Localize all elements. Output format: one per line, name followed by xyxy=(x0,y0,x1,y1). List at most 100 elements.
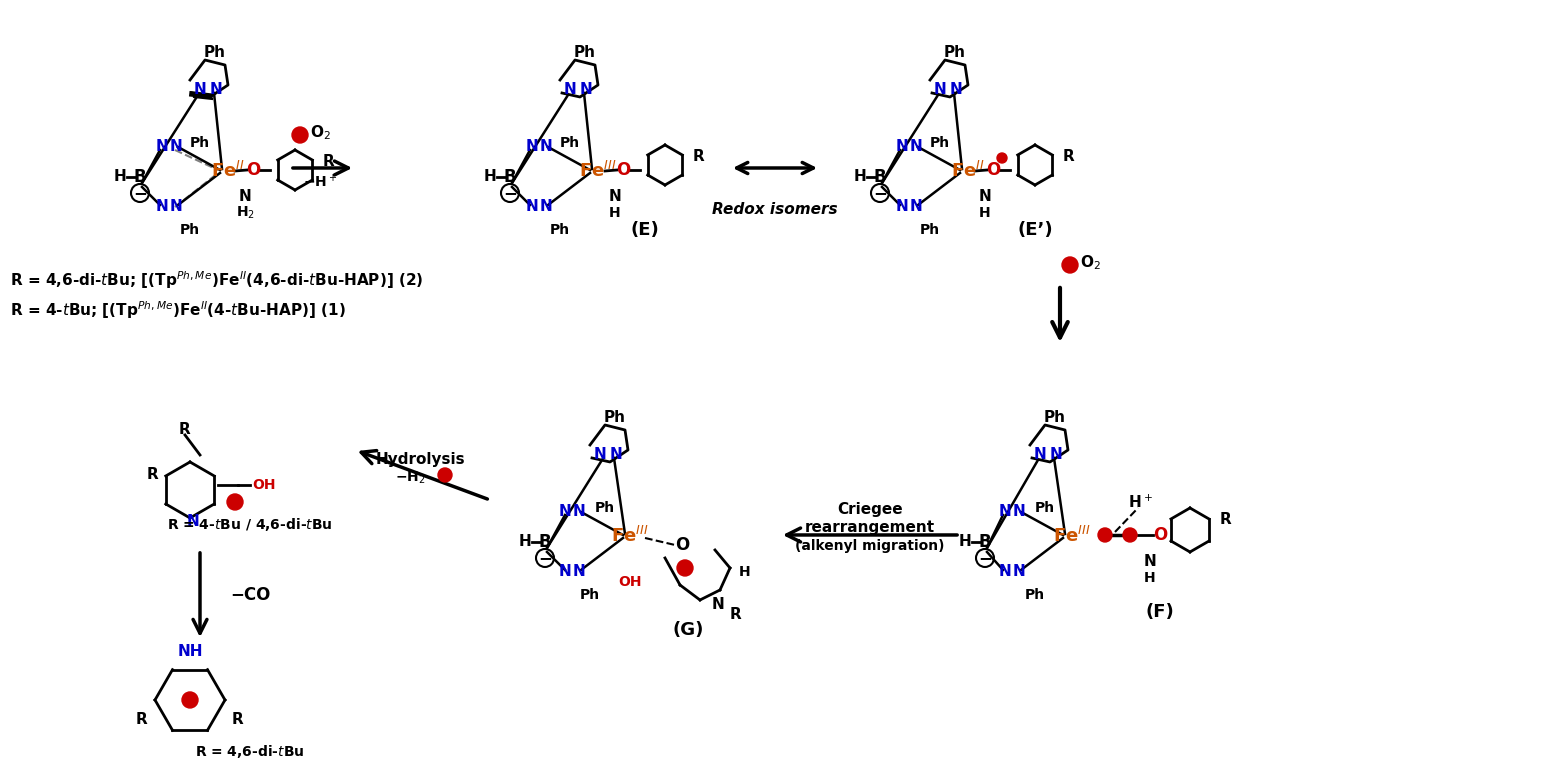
Text: −: − xyxy=(978,549,992,567)
Text: Fe$^{III}$: Fe$^{III}$ xyxy=(579,161,616,181)
Text: (E’): (E’) xyxy=(1017,221,1053,239)
Text: N: N xyxy=(558,565,571,579)
Text: Ph: Ph xyxy=(1045,410,1067,426)
Text: −: − xyxy=(133,184,147,202)
Text: N: N xyxy=(999,504,1012,520)
Text: R: R xyxy=(324,154,335,169)
Text: N: N xyxy=(540,199,552,214)
Circle shape xyxy=(438,468,452,482)
Text: B: B xyxy=(979,533,992,551)
Text: NH: NH xyxy=(177,645,203,659)
Text: Fe$^{II}$: Fe$^{II}$ xyxy=(951,161,985,181)
Text: N: N xyxy=(594,447,607,462)
Text: Ph: Ph xyxy=(1024,588,1045,602)
Text: (alkenyl migration): (alkenyl migration) xyxy=(795,539,945,553)
Text: H: H xyxy=(610,206,621,220)
Circle shape xyxy=(996,153,1007,163)
Text: N: N xyxy=(194,82,206,98)
Text: N: N xyxy=(896,140,909,154)
Text: N: N xyxy=(896,199,909,214)
Text: −H$_2$: −H$_2$ xyxy=(394,470,425,486)
Circle shape xyxy=(677,560,693,576)
Text: Ph: Ph xyxy=(1035,501,1056,515)
Text: −H$^+$: −H$^+$ xyxy=(303,173,338,191)
Text: R: R xyxy=(1220,513,1232,527)
Text: N: N xyxy=(239,189,252,204)
Text: Ph: Ph xyxy=(920,223,940,237)
Text: R = 4-$t$Bu; [(Tp$^{Ph,Me}$)Fe$^{II}$(4-$t$Bu-HAP)] (1): R = 4-$t$Bu; [(Tp$^{Ph,Me}$)Fe$^{II}$(4-… xyxy=(9,299,346,320)
Text: R: R xyxy=(136,713,149,727)
Text: B: B xyxy=(874,168,887,186)
Text: R = 4,6-di-$t$Bu; [(Tp$^{Ph,Me}$)Fe$^{II}$(4,6-di-$t$Bu-HAP)] (2): R = 4,6-di-$t$Bu; [(Tp$^{Ph,Me}$)Fe$^{II… xyxy=(9,269,424,291)
Circle shape xyxy=(1123,528,1137,542)
Text: (F): (F) xyxy=(1145,603,1175,621)
Text: N: N xyxy=(526,199,538,214)
Text: O: O xyxy=(676,536,690,554)
Text: R = 4-$t$Bu / 4,6-di-$t$Bu: R = 4-$t$Bu / 4,6-di-$t$Bu xyxy=(167,517,333,533)
Text: N: N xyxy=(156,199,169,214)
Text: N: N xyxy=(999,565,1012,579)
Text: N: N xyxy=(910,140,923,154)
Text: N: N xyxy=(186,514,199,530)
Text: Ph: Ph xyxy=(931,136,949,150)
Text: B: B xyxy=(133,168,147,186)
Text: −CO: −CO xyxy=(230,586,271,604)
Text: B: B xyxy=(504,168,516,186)
Text: H: H xyxy=(854,169,866,185)
Text: Ph: Ph xyxy=(604,410,626,426)
Text: O$_2$: O$_2$ xyxy=(1081,253,1101,272)
Text: O: O xyxy=(246,161,260,179)
Text: Ph: Ph xyxy=(574,46,596,60)
Text: H: H xyxy=(959,534,971,549)
Text: Ph: Ph xyxy=(180,223,200,237)
Text: N: N xyxy=(580,82,593,98)
Text: Ph: Ph xyxy=(945,46,967,60)
Text: R: R xyxy=(231,713,244,727)
Text: H$^+$: H$^+$ xyxy=(1128,494,1153,510)
Text: N: N xyxy=(1034,447,1046,462)
Text: Fe$^{III}$: Fe$^{III}$ xyxy=(612,526,649,546)
Circle shape xyxy=(292,127,308,143)
Text: R = 4,6-di-$t$Bu: R = 4,6-di-$t$Bu xyxy=(196,743,305,761)
Text: Ph: Ph xyxy=(189,136,210,150)
Text: Ph: Ph xyxy=(594,501,615,515)
Text: N: N xyxy=(1012,565,1026,579)
Circle shape xyxy=(1062,257,1078,273)
Text: Fe$^{II}$: Fe$^{II}$ xyxy=(211,161,246,181)
Circle shape xyxy=(1098,528,1112,542)
Text: Fe$^{III}$: Fe$^{III}$ xyxy=(1053,526,1090,546)
Text: O$_2$: O$_2$ xyxy=(310,124,332,143)
Text: N: N xyxy=(563,82,577,98)
Text: H: H xyxy=(483,169,496,185)
Text: Redox isomers: Redox isomers xyxy=(712,202,838,217)
Text: N: N xyxy=(156,140,169,154)
Text: (E): (E) xyxy=(630,221,660,239)
Text: Ph: Ph xyxy=(203,46,227,60)
Text: R: R xyxy=(180,423,191,437)
Text: Ph: Ph xyxy=(560,136,580,150)
Text: N: N xyxy=(169,140,183,154)
Text: (G): (G) xyxy=(673,621,704,639)
Text: N: N xyxy=(712,597,724,613)
Text: N: N xyxy=(910,199,923,214)
Text: H: H xyxy=(740,565,751,579)
Text: N: N xyxy=(540,140,552,154)
Text: N: N xyxy=(979,189,992,204)
Circle shape xyxy=(227,494,242,510)
Text: rearrangement: rearrangement xyxy=(805,520,935,536)
Text: O: O xyxy=(985,161,999,179)
Text: H: H xyxy=(1145,571,1156,585)
Text: B: B xyxy=(538,533,552,551)
Text: N: N xyxy=(1143,555,1156,569)
Text: N: N xyxy=(526,140,538,154)
Text: N: N xyxy=(572,565,585,579)
Text: −: − xyxy=(504,184,518,202)
Text: Hydrolysis: Hydrolysis xyxy=(375,452,465,468)
Text: N: N xyxy=(934,82,946,98)
Text: −: − xyxy=(873,184,887,202)
Text: −: − xyxy=(538,549,552,567)
Text: O: O xyxy=(1153,526,1167,544)
Text: N: N xyxy=(608,189,621,204)
Text: R: R xyxy=(147,468,158,482)
Text: N: N xyxy=(1012,504,1026,520)
